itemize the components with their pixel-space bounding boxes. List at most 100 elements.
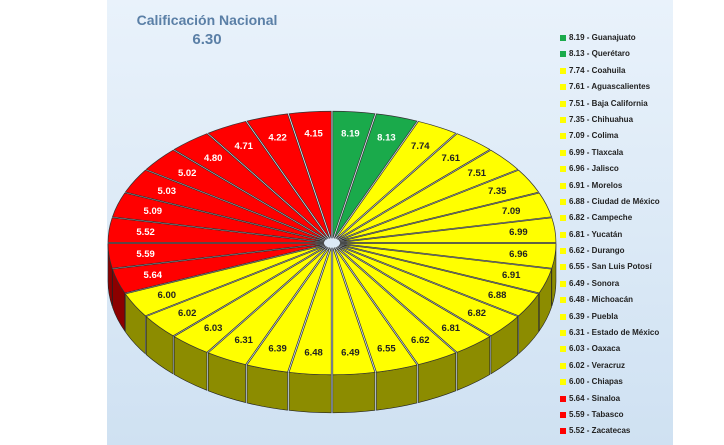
legend-label: 7.51 - Baja California (569, 98, 648, 108)
pie-slice (339, 192, 552, 242)
legend-item: 6.00 - Chiapas (560, 374, 672, 390)
pie-slice (112, 192, 325, 242)
legend-label: 6.62 - Durango (569, 246, 625, 256)
legend-item: 6.39 - Puebla (560, 309, 672, 325)
legend-label: 6.91 - Morelos (569, 180, 623, 190)
legend-label: 6.88 - Ciudad de México (569, 196, 660, 206)
legend-swatch (560, 215, 566, 222)
pie-slice (338, 244, 540, 317)
pie-slice-value-label: 6.55 (377, 344, 396, 355)
pie-slice (288, 110, 332, 239)
chart-legend: 8.19 - Guanajuato 8.13 - Querétaro 7.74 - … (560, 30, 672, 440)
pie-slice-value-label: 4.71 (234, 141, 253, 152)
pie-slice (335, 121, 457, 240)
pie-slice (207, 246, 329, 365)
legend-item: 7.74 - Coahuila (560, 63, 672, 79)
pie-slice-value-label: 7.35 (488, 186, 507, 197)
legend-swatch (560, 133, 566, 140)
pie-slice (145, 245, 326, 337)
pie-slice-value-label: 6.96 (509, 249, 528, 260)
legend-label: 7.09 - Colima (569, 131, 619, 141)
pie-slice (246, 113, 331, 239)
pie-slice (338, 169, 540, 242)
pie-slice (332, 110, 376, 239)
legend-item: 6.03 - Oaxaca (560, 341, 672, 357)
chart-panel: Calificación Nacional 6.30 8.19 8.13 7.74 7… (107, 0, 673, 445)
pie-chart: 8.19 8.13 7.74 7.61 7.517.35 7.09 6.99 6.96 6.91… (107, 110, 557, 414)
legend-item: 6.81 - Yucatán (560, 227, 672, 243)
pie-slice-value-label: 6.48 (304, 348, 323, 359)
chart-title: Calificación Nacional 6.30 (107, 10, 307, 50)
pie-slice-value-label: 7.51 (468, 168, 487, 179)
pie-slice-value-label: 6.49 (341, 348, 360, 359)
legend-label: 8.19 - Guanajuato (569, 33, 636, 42)
pie-slice-value-label: 4.15 (304, 128, 323, 139)
legend-swatch (560, 428, 566, 435)
legend-swatch (560, 411, 566, 418)
legend-item: 6.99 - Tlaxcala (560, 145, 672, 161)
legend-label: 6.49 - Sonora (569, 278, 620, 288)
legend-swatch (560, 182, 566, 189)
pie-slice (339, 244, 552, 294)
legend-label: 7.61 - Aguascalientes (569, 82, 651, 92)
pie-slice-value-label: 6.82 (468, 308, 487, 319)
legend-label: 6.55 - San Luis Potosí (569, 262, 652, 272)
pie-slice-value-label: 6.91 (502, 270, 521, 281)
pie-slice-value-label: 6.81 (442, 323, 461, 334)
pie-slice-value-label: 5.64 (144, 270, 163, 281)
pie-slice-value-label: 4.80 (204, 153, 223, 164)
legend-swatch (560, 330, 566, 337)
pie-slice (107, 217, 325, 243)
legend-item: 6.49 - Sonora (560, 276, 672, 292)
legend-swatch (560, 280, 566, 287)
legend-swatch (560, 297, 566, 304)
legend-item: 7.35 - Chihuahua (560, 112, 672, 128)
legend-label: 7.74 - Coahuila (569, 65, 626, 75)
legend-item: 6.31 - Estado de México (560, 325, 672, 341)
legend-item: 5.59 - Tabasco (560, 407, 672, 423)
pie-slice (336, 246, 491, 353)
pie-slice-value-label: 5.52 (136, 227, 155, 238)
legend-item: 6.91 - Morelos (560, 178, 672, 194)
pie-slice (124, 244, 326, 317)
pie-slice-value-label: 5.09 (144, 206, 163, 217)
legend-swatch (560, 67, 566, 74)
legend-swatch (560, 149, 566, 156)
legend-label: 6.96 - Jalisco (569, 164, 619, 174)
legend-item: 7.09 - Colima (560, 128, 672, 144)
legend-item: 6.88 - Ciudad de México (560, 194, 672, 210)
legend-item: 5.64 - Sinaloa (560, 391, 672, 407)
legend-item: 6.48 - Michoacán (560, 292, 672, 308)
pie-slice (338, 149, 519, 241)
legend-item: 6.96 - Jalisco (560, 161, 672, 177)
legend-swatch (560, 346, 566, 353)
pie-slice (333, 247, 418, 373)
pie-slice-value-label: 6.00 (158, 290, 177, 301)
pie-slice (173, 133, 328, 240)
pie-slice (338, 245, 519, 337)
legend-label: 6.82 - Campeche (569, 213, 633, 223)
legend-label: 8.13 - Querétaro (569, 49, 630, 59)
legend-swatch (560, 35, 566, 41)
pie-slice-value-label: 7.74 (411, 141, 430, 152)
pie-slice (336, 133, 491, 240)
legend-label: 6.03 - Oaxaca (569, 344, 621, 354)
legend-swatch (560, 379, 566, 386)
pie-slice (332, 247, 376, 376)
pie-slice-value-label: 6.39 (268, 344, 287, 355)
pie-slice-value-label: 6.02 (178, 308, 197, 319)
pie-slice-value-label: 5.03 (158, 186, 177, 197)
legend-label: 5.64 - Sinaloa (569, 393, 621, 403)
legend-item: 6.82 - Campeche (560, 210, 672, 226)
legend-label: 6.00 - Chiapas (569, 377, 623, 387)
legend-swatch (560, 84, 566, 91)
pie-slice-value-label: 7.09 (502, 206, 521, 217)
pie-slice (335, 246, 457, 365)
pie-slice (124, 169, 326, 242)
pie-slice-value-label: 6.62 (411, 335, 430, 346)
legend-label: 6.99 - Tlaxcala (569, 147, 624, 157)
chart-subtitle: 6.30 (192, 31, 222, 48)
pie-slice (145, 149, 326, 241)
legend-label: 6.81 - Yucatán (569, 229, 623, 239)
legend-swatch (560, 231, 566, 238)
